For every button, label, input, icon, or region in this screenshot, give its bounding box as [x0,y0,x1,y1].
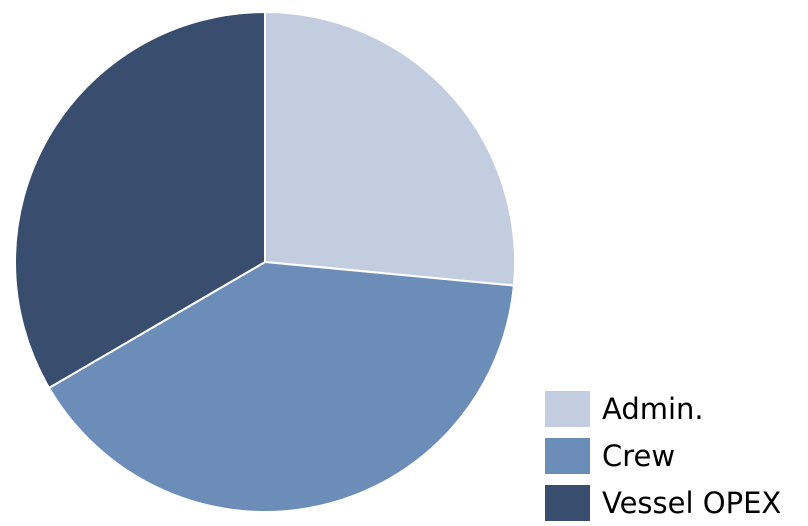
legend-item-crew: Crew [545,432,781,479]
pie-slice-admin [264,11,516,287]
legend-item-vessel-opex: Vessel OPEX [545,479,781,526]
pie-slice-vessel-opex [13,11,266,389]
legend-label-vessel-opex: Vessel OPEX [602,485,782,520]
pie-slice-crew [48,261,515,513]
legend-label-admin: Admin. [602,391,704,426]
legend-item-admin: Admin. [545,385,781,432]
legend: Admin. Crew Vessel OPEX [545,385,781,526]
legend-swatch-crew [545,437,590,474]
legend-swatch-vessel-opex [545,484,590,521]
legend-label-crew: Crew [602,438,676,473]
legend-swatch-admin [545,390,590,427]
